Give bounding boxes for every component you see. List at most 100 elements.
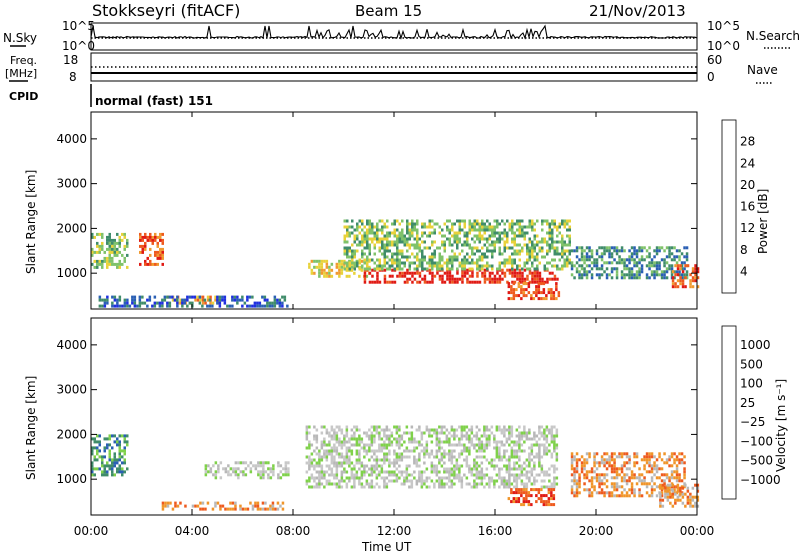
range-cell xyxy=(126,440,129,444)
range-cell xyxy=(138,298,142,302)
range-cell xyxy=(666,483,670,487)
range-cell xyxy=(508,485,511,489)
range-cell xyxy=(451,243,454,247)
range-cell xyxy=(465,464,469,468)
range-cell xyxy=(537,282,541,286)
range-cell xyxy=(653,249,656,253)
range-cell xyxy=(421,252,424,256)
range-cell xyxy=(575,261,579,265)
range-cell xyxy=(428,219,431,223)
range-cell xyxy=(393,452,396,456)
range-cell xyxy=(458,470,461,474)
range-cell xyxy=(555,443,559,447)
range-cell xyxy=(381,231,384,235)
range-cell xyxy=(610,455,614,459)
range-cell xyxy=(551,277,554,281)
range-cell xyxy=(376,277,379,281)
range-cell xyxy=(423,255,426,259)
range-cell xyxy=(118,455,121,459)
range-cell xyxy=(568,234,571,238)
range-cell xyxy=(671,492,675,496)
range-cell xyxy=(659,498,662,502)
range-cell xyxy=(473,234,476,238)
range-cell xyxy=(551,234,554,238)
range-cell xyxy=(433,249,436,253)
range-cell xyxy=(473,434,476,438)
range-cell xyxy=(234,470,238,474)
range-cell xyxy=(655,476,659,480)
range-cell xyxy=(246,304,249,308)
range-cell xyxy=(526,225,529,229)
range-cell xyxy=(670,264,674,268)
range-cell xyxy=(691,498,695,502)
range-cell xyxy=(438,225,441,229)
range-cell xyxy=(465,449,469,453)
range-cell xyxy=(466,234,469,238)
range-cell xyxy=(101,298,104,302)
range-cell xyxy=(257,461,260,465)
range-cell xyxy=(496,277,499,281)
range-cell xyxy=(281,501,285,505)
range-cell xyxy=(421,261,424,265)
range-cell xyxy=(551,240,554,244)
range-cell xyxy=(525,497,528,501)
range-cell xyxy=(518,252,521,256)
range-cell xyxy=(403,280,407,284)
range-cell xyxy=(501,261,504,265)
range-cell xyxy=(113,440,116,444)
range-cell xyxy=(368,467,371,471)
range-cell xyxy=(542,282,546,286)
range-cell xyxy=(605,276,609,280)
range-cell xyxy=(625,455,629,459)
range-cell xyxy=(633,494,636,498)
range-cell xyxy=(470,425,474,429)
range-cell xyxy=(136,304,139,308)
range-cell xyxy=(658,246,661,250)
range-cell xyxy=(401,234,404,238)
range-cell xyxy=(398,240,401,244)
range-cell xyxy=(413,243,416,247)
range-cell xyxy=(463,231,466,235)
range-cell xyxy=(538,240,541,244)
range-cell xyxy=(533,271,537,275)
range-cell xyxy=(116,262,119,266)
power-ylabel: Slant Range [km] xyxy=(24,170,38,274)
range-cell xyxy=(358,219,361,223)
range-cell xyxy=(126,244,129,248)
range-cell xyxy=(659,501,662,505)
range-cell xyxy=(281,304,284,308)
range-cell xyxy=(679,279,682,283)
range-cell xyxy=(395,431,399,435)
range-cell xyxy=(212,473,215,477)
range-cell xyxy=(661,486,665,490)
range-cell xyxy=(423,431,426,435)
range-cell xyxy=(686,489,690,493)
range-cell xyxy=(380,437,384,441)
range-cell xyxy=(537,488,541,492)
range-cell xyxy=(435,440,439,444)
range-cell xyxy=(355,473,359,477)
range-cell xyxy=(93,467,96,471)
range-cell xyxy=(561,219,564,223)
range-cell xyxy=(465,482,469,486)
range-cell xyxy=(541,277,544,281)
range-cell xyxy=(383,249,386,253)
range-cell xyxy=(671,483,675,487)
range-cell xyxy=(199,507,202,511)
range-cell xyxy=(483,255,486,259)
range-cell xyxy=(400,458,404,462)
range-cell xyxy=(395,461,399,465)
range-cell xyxy=(541,255,544,259)
range-cell xyxy=(674,273,677,277)
range-cell xyxy=(159,238,162,242)
range-cell xyxy=(583,249,586,253)
range-cell xyxy=(248,304,252,308)
range-cell xyxy=(680,461,684,465)
range-cell xyxy=(676,489,680,493)
range-cell xyxy=(466,252,469,256)
range-cell xyxy=(373,246,376,250)
range-cell xyxy=(350,470,354,474)
range-cell xyxy=(390,440,394,444)
range-cell xyxy=(556,225,559,229)
range-cell xyxy=(403,470,406,474)
